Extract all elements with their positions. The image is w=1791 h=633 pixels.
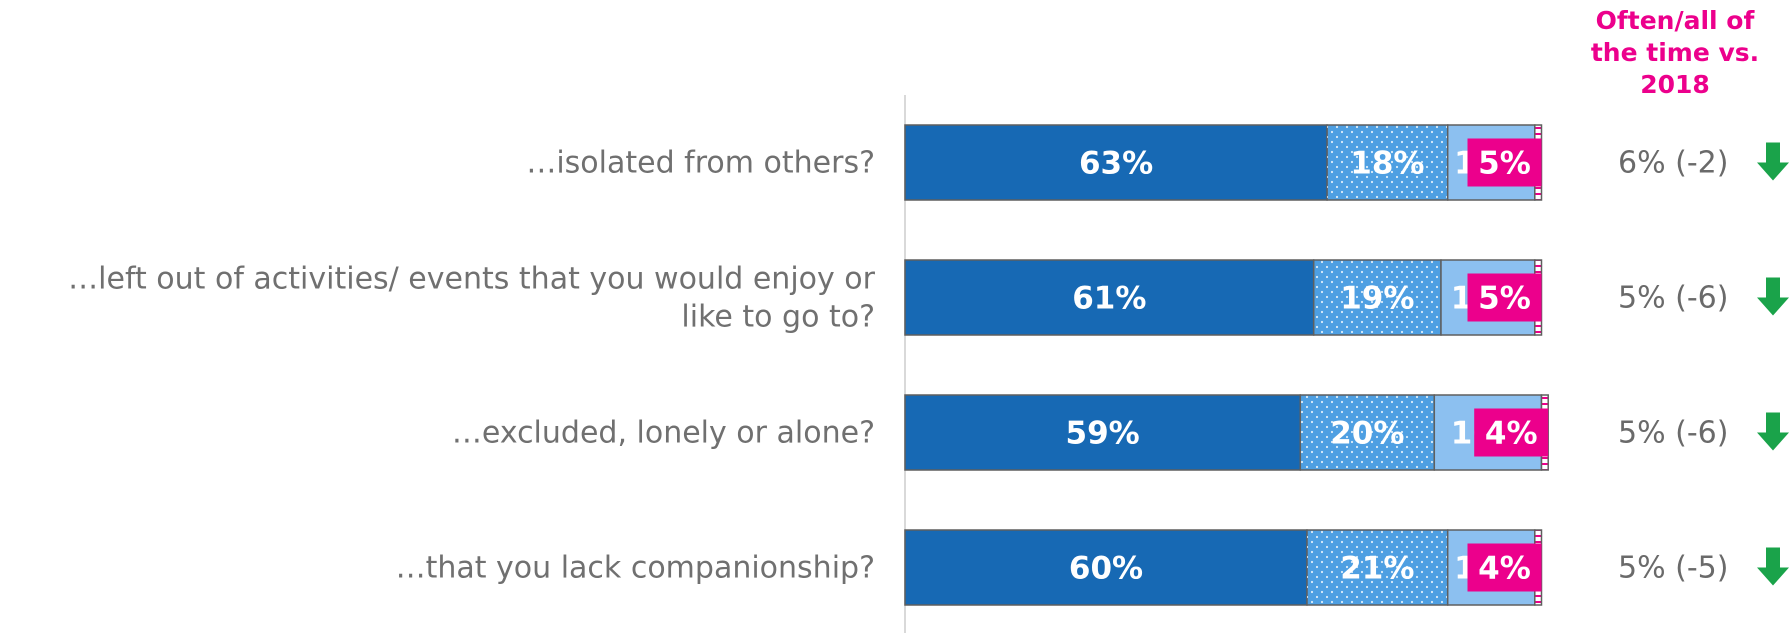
highlight-label: 5%	[1478, 281, 1531, 317]
down-arrow-shape	[1757, 412, 1789, 451]
down-arrow-icon	[1757, 142, 1789, 181]
bar-segment-texture	[1307, 530, 1448, 605]
category-label: …isolated from others?	[526, 146, 875, 181]
category-label-line: …left out of activities/ events that you…	[68, 262, 875, 297]
highlight-box	[1467, 273, 1542, 322]
category-label: …excluded, lonely or alone?	[452, 416, 875, 451]
data-label: 19%	[1340, 281, 1414, 317]
category-label-line: …that you lack companionship?	[396, 551, 875, 586]
comparison-value: 5% (-5)	[1618, 551, 1728, 586]
comparison-value: 6% (-2)	[1618, 146, 1728, 181]
data-label: 20%	[1330, 416, 1404, 452]
category-label: …left out of activities/ events that you…	[68, 262, 875, 335]
comparison-value: 5% (-6)	[1618, 416, 1728, 451]
data-label: 60%	[1069, 551, 1143, 587]
header-line-2: the time vs.	[1590, 38, 1760, 67]
bar-segment	[904, 529, 1308, 606]
highlight-box	[1474, 408, 1549, 457]
bar-segment-texture	[1327, 125, 1448, 200]
category-label-line: …isolated from others?	[526, 146, 875, 181]
down-arrow-icon	[1757, 277, 1789, 316]
highlight-label: 4%	[1478, 551, 1531, 587]
category-label-line: …excluded, lonely or alone?	[452, 416, 875, 451]
down-arrow-shape	[1757, 142, 1789, 181]
down-arrow-shape	[1757, 277, 1789, 316]
data-label: 61%	[1072, 281, 1146, 317]
bar-segment-texture	[1300, 395, 1435, 470]
bar-segment-texture	[1313, 260, 1441, 335]
highlight-box	[1467, 543, 1542, 592]
down-arrow-icon	[1757, 412, 1789, 451]
category-label: …that you lack companionship?	[396, 551, 875, 586]
bar-segment	[904, 259, 1315, 336]
header-line-1: Often/all of	[1595, 6, 1755, 35]
data-label: 63%	[1079, 146, 1153, 182]
bar-segment	[904, 394, 1302, 471]
data-label: 59%	[1066, 416, 1140, 452]
highlight-label: 4%	[1485, 416, 1538, 452]
comparison-value: 5% (-6)	[1618, 281, 1728, 316]
highlight-label: 5%	[1478, 146, 1531, 182]
data-label: 21%	[1340, 551, 1414, 587]
highlight-box	[1467, 138, 1542, 187]
header-line-3: 2018	[1640, 70, 1710, 99]
down-arrow-icon	[1757, 547, 1789, 586]
down-arrow-shape	[1757, 547, 1789, 586]
header: Often/all of the time vs. 2018	[1560, 5, 1790, 101]
category-label-line: like to go to?	[681, 300, 875, 335]
data-label: 18%	[1350, 146, 1424, 182]
